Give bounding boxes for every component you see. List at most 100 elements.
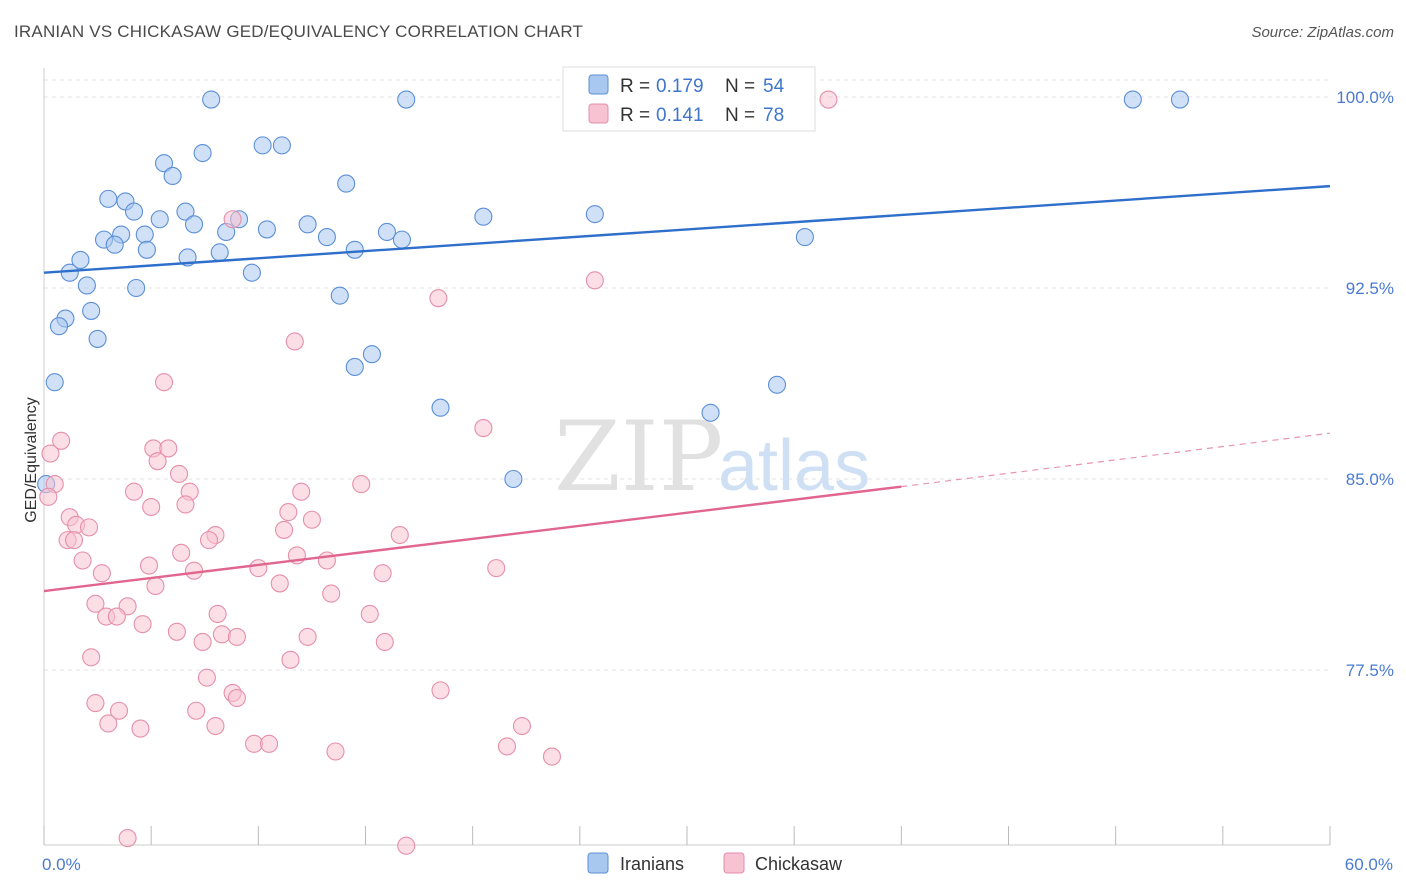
iranians-point: [105, 235, 124, 254]
series-label-iranians: Iranians: [620, 854, 684, 874]
chickasaw-point: [139, 556, 159, 575]
series-swatch-iranians: [587, 852, 609, 874]
iranians-point: [701, 403, 720, 422]
chickasaw-point: [227, 688, 246, 708]
iranians-point: [474, 207, 493, 226]
iranians-point: [45, 373, 64, 392]
y-axis-title: GED/Equivalency: [23, 397, 40, 522]
legend-n-value-iranians: 54: [763, 76, 785, 97]
chickasaw-point: [390, 525, 409, 545]
iranians-point: [795, 228, 814, 247]
chickasaw-point: [167, 622, 186, 641]
chickasaw-point: [360, 604, 379, 624]
chickasaw-point: [244, 734, 264, 753]
chickasaw-point: [52, 431, 71, 450]
chickasaw-point: [223, 210, 242, 229]
iranians-point: [193, 143, 212, 163]
chickasaw-point: [474, 419, 493, 438]
iranians-point: [377, 222, 396, 242]
chickasaw-point: [352, 475, 371, 494]
iranians-point: [163, 166, 182, 185]
chickasaw-point: [326, 742, 345, 761]
chickasaw-point: [279, 503, 298, 522]
chickasaw-point: [187, 701, 206, 720]
iranians-point: [1170, 90, 1190, 109]
iranians-trend-line: [43, 184, 1331, 274]
chickasaw-point: [86, 594, 105, 613]
chickasaw-point: [109, 701, 129, 720]
chickasaw-point: [397, 836, 416, 855]
iranians-point: [137, 240, 156, 259]
iranians-point: [330, 286, 349, 305]
chickasaw-point: [193, 632, 212, 652]
legend-swatch-iranians: [588, 74, 609, 95]
chickasaw-point: [73, 551, 92, 570]
chickasaw-point: [82, 648, 101, 667]
chickasaw-point: [208, 604, 227, 624]
chickasaw-point: [169, 464, 189, 483]
chickasaw-point: [131, 719, 150, 738]
chickasaw-point: [270, 574, 289, 593]
chickasaw-point: [199, 531, 219, 550]
chickasaw-point: [259, 734, 279, 753]
trend-lines: [43, 184, 1331, 593]
iranians-point: [272, 136, 291, 155]
chickasaw-point: [107, 607, 126, 626]
x-tick-label: 60.0%: [1345, 855, 1393, 874]
data-points: [37, 90, 1190, 855]
legend-swatch-chickasaw: [588, 103, 609, 124]
iranians-point: [504, 469, 523, 489]
y-tick-label: 92.5%: [1346, 279, 1394, 298]
iranians-point: [397, 90, 416, 109]
chickasaw-point: [86, 694, 105, 713]
iranians-point: [88, 329, 107, 348]
iranians-point: [82, 301, 101, 320]
chickasaw-point: [133, 615, 152, 634]
iranians-point: [210, 243, 229, 262]
chickasaw-point: [298, 627, 317, 646]
legend-n-label-1: N =: [725, 76, 755, 97]
iranians-point: [317, 228, 336, 247]
y-tick-label: 100.0%: [1336, 88, 1394, 107]
source-label: Source: ZipAtlas.com: [1251, 24, 1394, 41]
chickasaw-point: [542, 747, 562, 766]
legend-r-label-1: R =: [620, 76, 650, 97]
iranians-point: [345, 240, 364, 259]
iranians-point: [99, 189, 118, 208]
iranians-point: [184, 215, 204, 234]
chickasaw-point: [302, 510, 321, 529]
legend-r-value-chickasaw: 0.141: [656, 105, 704, 126]
legend-r-value-iranians: 0.179: [656, 76, 704, 97]
iranians-point: [127, 278, 146, 298]
series-swatch-chickasaw: [723, 852, 745, 874]
chickasaw-point: [487, 559, 506, 578]
watermark-zip: ZIP: [554, 401, 723, 513]
chickasaw-point: [154, 373, 174, 392]
iranians-point: [362, 345, 381, 364]
chickasaw-point: [281, 650, 300, 669]
iranians-point: [176, 202, 195, 221]
chickasaw-point: [92, 564, 111, 583]
chickasaw-trend-extension: [901, 432, 1331, 488]
chickasaw-point: [212, 625, 231, 644]
iranians-point: [767, 375, 787, 394]
chickasaw-point: [184, 561, 204, 580]
chickasaw-point: [375, 632, 394, 652]
chickasaw-point: [249, 559, 268, 578]
chickasaw-point: [275, 520, 294, 539]
chickasaw-point: [79, 518, 99, 537]
iranians-point: [202, 90, 221, 109]
chickasaw-point: [124, 482, 144, 501]
series-legend: Iranians Chickasaw: [587, 852, 843, 874]
chart-title: IRANIAN VS CHICKASAW GED/EQUIVALENCY COR…: [14, 22, 584, 41]
legend-r-label-2: R =: [620, 105, 650, 126]
chickasaw-point: [159, 439, 178, 458]
legend: R = 0.179 N = 54 R = 0.141 N = 78: [562, 66, 816, 132]
chickasaw-point: [512, 716, 532, 736]
chickasaw-point: [285, 332, 304, 351]
chickasaw-trend-line: [43, 485, 902, 593]
iranians-point: [154, 154, 174, 173]
chickasaw-point: [118, 829, 137, 848]
iranians-point: [60, 263, 79, 282]
chickasaw-point: [292, 482, 311, 501]
